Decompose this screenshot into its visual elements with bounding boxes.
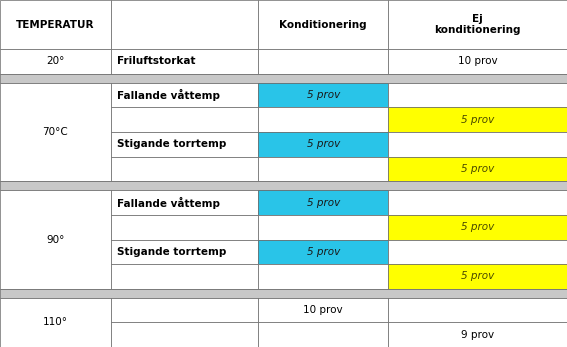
Bar bbox=[388, 191, 567, 215]
Bar bbox=[111, 49, 258, 74]
Text: 10 prov: 10 prov bbox=[303, 305, 343, 315]
Bar bbox=[0, 74, 567, 83]
Text: Ej
konditionering: Ej konditionering bbox=[434, 14, 521, 35]
Bar bbox=[258, 0, 388, 49]
Text: Konditionering: Konditionering bbox=[280, 19, 367, 29]
Text: 5 prov: 5 prov bbox=[461, 115, 494, 125]
Bar bbox=[258, 264, 388, 289]
Bar bbox=[258, 298, 388, 322]
Bar bbox=[258, 49, 388, 74]
Bar bbox=[111, 239, 258, 264]
Text: Stigande torrtemp: Stigande torrtemp bbox=[117, 139, 227, 149]
Bar bbox=[0, 0, 111, 49]
Bar bbox=[111, 0, 258, 49]
Bar bbox=[111, 191, 258, 215]
Text: TEMPERATUR: TEMPERATUR bbox=[16, 19, 95, 29]
Text: 5 prov: 5 prov bbox=[461, 222, 494, 232]
Bar bbox=[0, 191, 111, 289]
Text: 5 prov: 5 prov bbox=[461, 271, 494, 281]
Bar bbox=[388, 0, 567, 49]
Text: Stigande torrtemp: Stigande torrtemp bbox=[117, 247, 227, 257]
Text: 70°C: 70°C bbox=[43, 127, 68, 137]
Bar bbox=[258, 108, 388, 132]
Text: 90°: 90° bbox=[46, 235, 65, 245]
Bar bbox=[0, 298, 111, 347]
Text: 5 prov: 5 prov bbox=[307, 139, 340, 149]
Text: Fallande våttemp: Fallande våttemp bbox=[117, 89, 221, 101]
Bar bbox=[111, 83, 258, 108]
Bar bbox=[258, 132, 388, 156]
Text: 10 prov: 10 prov bbox=[458, 56, 497, 66]
Text: Friluftstorkat: Friluftstorkat bbox=[117, 56, 196, 66]
Bar bbox=[388, 298, 567, 322]
Text: 5 prov: 5 prov bbox=[307, 90, 340, 100]
Bar bbox=[111, 298, 258, 322]
Bar bbox=[111, 132, 258, 156]
Bar bbox=[388, 264, 567, 289]
Bar bbox=[111, 322, 258, 347]
Bar bbox=[388, 83, 567, 108]
Bar bbox=[0, 49, 111, 74]
Bar bbox=[0, 181, 567, 191]
Bar bbox=[258, 191, 388, 215]
Bar bbox=[388, 239, 567, 264]
Bar bbox=[111, 156, 258, 181]
Bar bbox=[388, 132, 567, 156]
Text: 20°: 20° bbox=[46, 56, 65, 66]
Bar bbox=[111, 108, 258, 132]
Text: 5 prov: 5 prov bbox=[461, 164, 494, 174]
Bar bbox=[388, 215, 567, 239]
Text: 110°: 110° bbox=[43, 318, 68, 328]
Text: 9 prov: 9 prov bbox=[461, 330, 494, 340]
Bar bbox=[111, 215, 258, 239]
Bar bbox=[258, 322, 388, 347]
Bar bbox=[258, 239, 388, 264]
Text: Fallande våttemp: Fallande våttemp bbox=[117, 197, 221, 209]
Bar bbox=[258, 156, 388, 181]
Bar bbox=[258, 215, 388, 239]
Bar bbox=[0, 289, 567, 298]
Bar bbox=[388, 49, 567, 74]
Bar bbox=[388, 322, 567, 347]
Text: 5 prov: 5 prov bbox=[307, 247, 340, 257]
Text: 5 prov: 5 prov bbox=[307, 198, 340, 208]
Bar bbox=[388, 108, 567, 132]
Bar bbox=[111, 264, 258, 289]
Bar bbox=[0, 83, 111, 181]
Bar bbox=[258, 83, 388, 108]
Bar bbox=[388, 156, 567, 181]
